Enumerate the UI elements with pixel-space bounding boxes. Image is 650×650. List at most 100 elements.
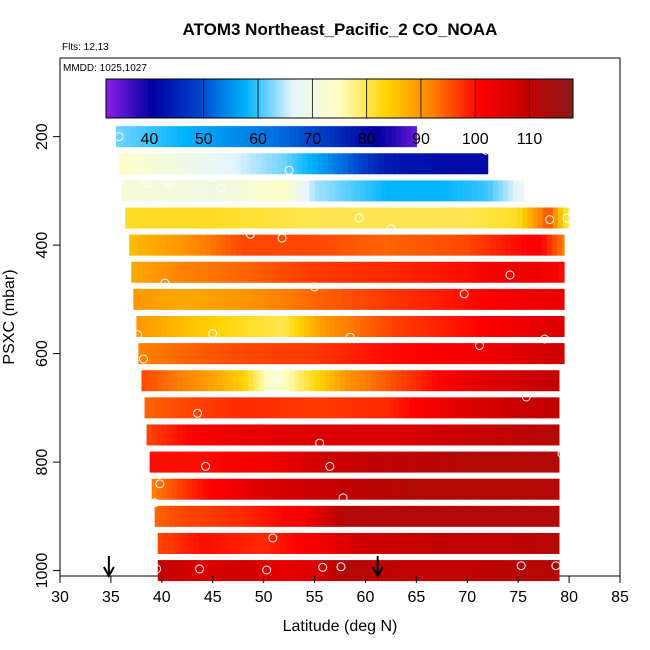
sample-point	[155, 479, 165, 489]
heatmap-cell	[301, 288, 307, 310]
heatmap-cell	[246, 505, 253, 527]
heatmap-cell	[426, 315, 433, 337]
heatmap-cell	[468, 560, 474, 582]
heatmap-cell	[501, 207, 508, 229]
heatmap-cell	[302, 234, 309, 256]
heatmap-cell	[553, 424, 560, 446]
heatmap-cell	[149, 234, 156, 256]
heatmap-cell	[424, 397, 431, 419]
heatmap-cell	[191, 207, 198, 229]
heatmap-cell	[550, 343, 557, 365]
heatmap-cell	[370, 180, 377, 202]
heatmap-cell	[536, 397, 543, 419]
heatmap-cell	[370, 478, 377, 500]
heatmap-cell	[197, 478, 204, 500]
heatmap-cell	[528, 261, 535, 283]
heatmap-cell	[460, 153, 466, 175]
heatmap-cell	[212, 370, 219, 392]
heatmap-cell	[367, 288, 374, 310]
heatmap-cell	[248, 261, 255, 283]
heatmap-cell	[513, 180, 519, 202]
heatmap-cell	[156, 126, 163, 148]
heatmap-band	[136, 315, 565, 337]
heatmap-cell	[257, 207, 264, 229]
heatmap-cell	[195, 451, 202, 473]
heatmap-cell	[363, 505, 370, 527]
heatmap-cell	[396, 126, 402, 148]
heatmap-cell	[273, 261, 280, 283]
heatmap-cell	[529, 560, 536, 582]
heatmap-cell	[309, 478, 316, 500]
heatmap-cell	[291, 288, 297, 310]
heatmap-cell	[540, 288, 547, 310]
heatmap-cell	[200, 397, 207, 419]
heatmap-cell	[455, 397, 461, 419]
heatmap-cell	[245, 288, 251, 310]
heatmap-cell	[457, 424, 463, 446]
heatmap-cell	[361, 532, 368, 554]
heatmap-cell	[446, 261, 453, 283]
heatmap-cell	[240, 343, 246, 365]
heatmap-cell	[462, 370, 468, 392]
heatmap-cell	[518, 261, 524, 283]
heatmap-cell	[482, 180, 489, 202]
heatmap-cell	[358, 505, 365, 527]
heatmap-cell	[177, 370, 183, 392]
heatmap-cell	[207, 315, 214, 337]
heatmap-cell	[214, 343, 221, 365]
heatmap-cell	[199, 343, 206, 365]
heatmap-cell	[174, 288, 180, 310]
heatmap-cell	[356, 560, 362, 582]
colorbar-fill	[106, 79, 573, 118]
heatmap-cell	[443, 288, 450, 310]
heatmap-cell	[163, 343, 170, 365]
heatmap-cell	[134, 234, 141, 256]
heatmap-cell	[218, 560, 225, 582]
heatmap-cell	[510, 288, 516, 310]
heatmap-cell	[216, 207, 223, 229]
heatmap-cell	[190, 397, 197, 419]
heatmap-cell	[455, 505, 461, 527]
heatmap-cell	[535, 288, 542, 310]
heatmap-cell	[331, 288, 338, 310]
heatmap-cell	[424, 234, 431, 256]
heatmap-cell	[394, 207, 401, 229]
heatmap-cell	[516, 397, 522, 419]
heatmap-cell	[470, 234, 477, 256]
heatmap-cell	[387, 343, 394, 365]
heatmap-cell	[412, 532, 418, 554]
heatmap-cell	[294, 370, 300, 392]
heatmap-cell	[439, 505, 446, 527]
heatmap-cell	[329, 315, 336, 337]
heatmap-cell	[253, 180, 260, 202]
heatmap-cell	[166, 315, 173, 337]
heatmap-cell	[311, 343, 318, 365]
heatmap-cell	[189, 343, 195, 365]
heatmap-cell	[457, 478, 463, 500]
heatmap-cell	[169, 153, 176, 175]
heatmap-cell	[287, 153, 293, 175]
heatmap-cell	[400, 207, 406, 229]
heatmap-cell	[521, 505, 527, 527]
heatmap-cell	[367, 343, 374, 365]
heatmap-cell	[225, 153, 232, 175]
heatmap-cell	[217, 370, 224, 392]
heatmap-cell	[248, 126, 255, 148]
heatmap-cell	[273, 315, 280, 337]
heatmap-cell	[151, 126, 158, 148]
heatmap-cell	[457, 315, 463, 337]
heatmap-cell	[431, 370, 438, 392]
heatmap-cell	[261, 397, 268, 419]
heatmap-cell	[492, 424, 499, 446]
heatmap-cell	[381, 560, 388, 582]
heatmap-cell	[411, 315, 417, 337]
heatmap-cell	[554, 532, 560, 554]
heatmap-cell	[508, 261, 514, 283]
heatmap-cell	[299, 180, 305, 202]
heatmap-cell	[375, 424, 382, 446]
heatmap-cell	[136, 180, 143, 202]
sample-point	[164, 178, 174, 188]
heatmap-cell	[281, 505, 288, 527]
heatmap-cell	[146, 424, 153, 446]
